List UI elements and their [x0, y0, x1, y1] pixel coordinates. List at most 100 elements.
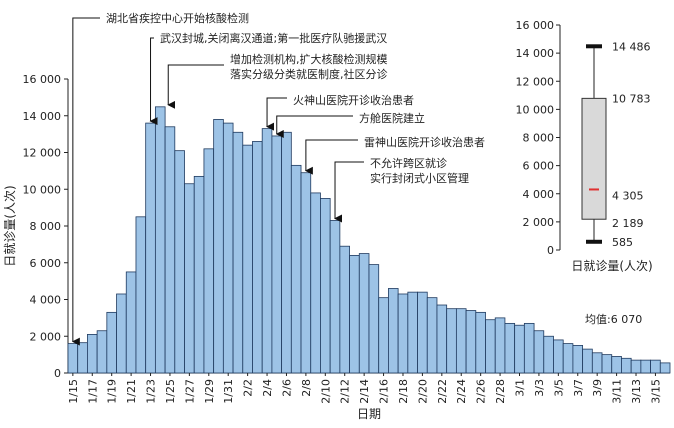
box-value-label: 2 189 — [612, 217, 644, 230]
x-tick-label: 1/31 — [222, 379, 235, 404]
box-plot: 0 2 000 4 000 6 000 8 000 10 000 12 000 14 000 1… — [516, 19, 653, 273]
bar — [232, 131, 244, 374]
bar — [504, 322, 516, 374]
box-y-tick-label: 6 000 — [523, 160, 555, 173]
bar — [164, 126, 176, 374]
bar — [572, 345, 584, 374]
bar — [465, 310, 477, 374]
annotation-text: 火神山医院开诊收治患者 — [293, 93, 414, 107]
x-tick-label: 3/3 — [533, 379, 546, 397]
x-tick-label: 2/14 — [358, 379, 371, 404]
annotation-text: 湖北省疾控中心开始核酸检测 — [106, 11, 249, 25]
bar — [154, 106, 166, 374]
bar — [611, 356, 622, 374]
annotation-text: 方舱医院建立 — [359, 111, 425, 125]
box-y-tick-label: 4 000 — [523, 188, 555, 201]
bar — [523, 322, 535, 374]
x-tick-label: 1/17 — [86, 379, 99, 404]
bar — [320, 198, 331, 374]
x-tick-label: 1/19 — [106, 379, 119, 404]
bar — [339, 245, 350, 374]
bar — [145, 122, 156, 374]
y-tick-label: 8 000 — [30, 220, 62, 233]
box-value-label: 585 — [612, 236, 633, 249]
bar — [106, 311, 117, 374]
mean-label: 均值:6 070 — [585, 313, 642, 326]
bar — [290, 164, 302, 374]
bar — [358, 253, 370, 374]
box-x-label: 日就诊量(人次) — [571, 259, 652, 273]
bar — [659, 362, 671, 374]
annotation-arrow — [71, 17, 100, 346]
bar — [222, 122, 234, 374]
y-tick-label: 16 000 — [23, 73, 62, 86]
box-y-tick-label: 0 — [547, 244, 554, 257]
x-tick-label: 2/8 — [300, 379, 313, 397]
x-tick-label: 2/18 — [397, 379, 410, 404]
x-tick-label: 2/4 — [261, 379, 274, 397]
annotation-arrow — [275, 115, 353, 138]
bar — [630, 359, 642, 374]
box-value-label: 14 486 — [612, 40, 651, 53]
bar — [426, 297, 438, 374]
box-y-tick-label: 12 000 — [516, 75, 555, 88]
x-tick-label: 2/6 — [280, 379, 293, 397]
bar — [650, 359, 661, 374]
x-tick-label: 2/22 — [436, 379, 449, 404]
bar — [582, 348, 593, 374]
bar — [533, 330, 545, 374]
bar — [417, 291, 428, 374]
box-value-label: 4 305 — [612, 189, 644, 202]
y-tick-label: 14 000 — [23, 110, 62, 123]
bar — [203, 148, 215, 374]
bar — [193, 175, 205, 374]
bar — [310, 192, 321, 374]
x-tick-label: 2/24 — [455, 379, 468, 404]
x-tick-label: 1/25 — [164, 379, 177, 404]
bar — [591, 352, 603, 374]
y-tick-label: 6 000 — [30, 257, 62, 270]
bar — [407, 291, 418, 374]
annotation-text-line2: 落实分级分类就医制度,社区分诊 — [230, 67, 388, 81]
bar — [271, 135, 283, 374]
bar — [96, 330, 108, 374]
bar — [116, 293, 127, 374]
annotation-arrow — [149, 37, 158, 126]
bar — [446, 308, 457, 374]
x-tick-label: 2/20 — [416, 379, 429, 404]
bar — [174, 150, 185, 374]
bar — [601, 354, 613, 374]
bar — [378, 297, 389, 374]
y-tick-label: 4 000 — [30, 294, 62, 307]
annotation-arrow — [304, 139, 358, 175]
x-tick-label: 3/5 — [552, 379, 565, 397]
bar — [184, 183, 195, 374]
box-value-label: 10 783 — [612, 92, 651, 105]
x-tick-label: 1/15 — [67, 379, 80, 404]
y-tick-label: 2 000 — [30, 330, 62, 343]
bar — [329, 220, 341, 374]
bar — [281, 131, 292, 374]
bar — [242, 144, 253, 374]
annotation-arrow — [334, 161, 364, 223]
bar — [213, 119, 224, 374]
x-tick-label: 3/13 — [630, 379, 643, 404]
bar — [135, 216, 147, 374]
annotation-arrow — [266, 97, 287, 131]
annotation-text: 雷神山医院开诊收治患者 — [364, 135, 485, 149]
box-y-tick-label: 2 000 — [523, 216, 555, 229]
x-axis-title: 日期 — [357, 407, 381, 421]
x-tick-label: 2/26 — [475, 379, 488, 404]
x-tick-label: 2/28 — [494, 379, 507, 404]
x-tick-label: 1/29 — [203, 379, 216, 404]
x-tick-label: 3/7 — [572, 379, 585, 397]
bar — [621, 357, 632, 374]
bar — [640, 359, 651, 374]
bar — [562, 343, 574, 374]
bar — [485, 319, 496, 374]
x-tick-label: 3/11 — [611, 379, 624, 404]
box-y-tick-label: 10 000 — [516, 103, 555, 116]
box-y-tick-label: 14 000 — [516, 47, 555, 60]
